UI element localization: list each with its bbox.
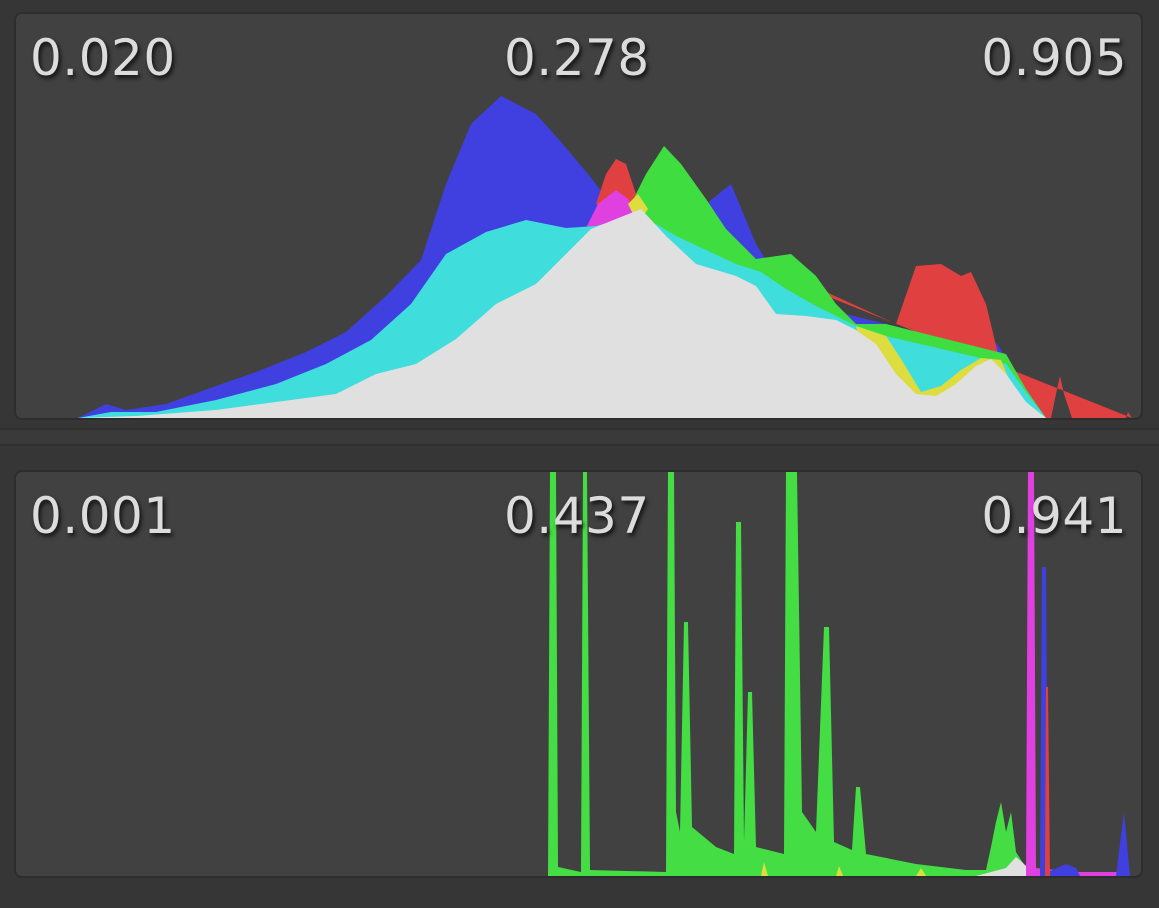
histogram-top-plot xyxy=(78,96,1132,418)
panel-divider xyxy=(0,428,1159,446)
histogram-bottom-green-area xyxy=(548,472,1036,876)
histogram-top-min-label: 0.020 xyxy=(30,29,176,87)
histogram-bottom-min-label: 0.001 xyxy=(30,487,176,545)
histogram-top-white-area xyxy=(78,209,1046,418)
histogram-bottom-blue-area xyxy=(1040,567,1130,876)
histogram-top-mid-label: 0.278 xyxy=(504,29,650,87)
histogram-bottom-white-area xyxy=(976,857,1036,876)
histogram-bottom-red-area xyxy=(1045,687,1050,876)
histogram-bottom-mid-label: 0.437 xyxy=(504,487,650,545)
histogram-panel-bottom[interactable]: 0.001 0.437 0.941 xyxy=(14,470,1143,878)
histogram-top-max-label: 0.905 xyxy=(981,29,1127,87)
histogram-bottom-max-label: 0.941 xyxy=(981,487,1127,545)
histogram-panel-top[interactable]: 0.020 0.278 0.905 xyxy=(14,12,1143,420)
histogram-bottom-plot xyxy=(548,472,1130,876)
